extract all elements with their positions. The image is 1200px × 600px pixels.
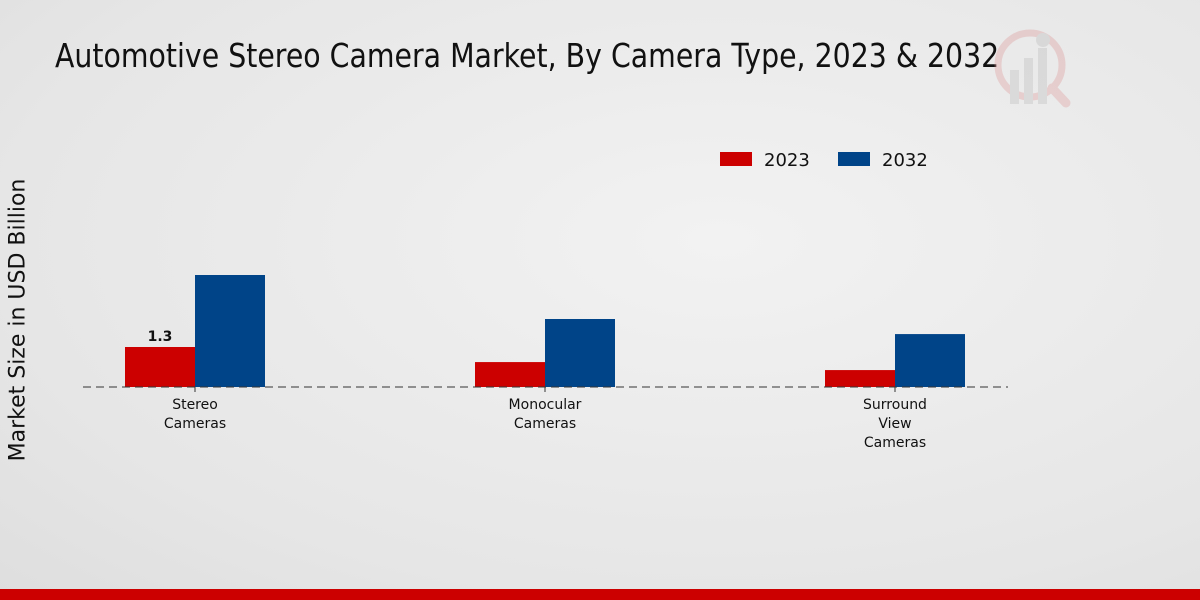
bar-2032-1 <box>545 319 615 387</box>
legend: 2023 2032 <box>720 150 928 171</box>
x-tick-label: Monocular Cameras <box>509 397 582 432</box>
bar-2023-1 <box>475 362 545 387</box>
bar-2023-0 <box>125 347 195 387</box>
bar-2023-2 <box>825 370 895 387</box>
x-tick-label: Stereo Cameras <box>164 397 226 432</box>
legend-swatch-2032 <box>838 152 870 166</box>
legend-label-2023: 2023 <box>764 150 810 171</box>
bar-2032-2 <box>895 334 965 387</box>
chart-title: Automotive Stereo Camera Market, By Came… <box>55 36 1000 75</box>
legend-label-2032: 2032 <box>882 150 928 171</box>
bar-2032-0 <box>195 275 265 387</box>
watermark-logo <box>994 29 1071 108</box>
data-label: 1.3 <box>148 329 173 345</box>
bottom-accent-bar <box>0 589 1200 600</box>
x-tick-label: Surround View Cameras <box>863 397 927 451</box>
legend-swatch-2023 <box>720 152 752 166</box>
